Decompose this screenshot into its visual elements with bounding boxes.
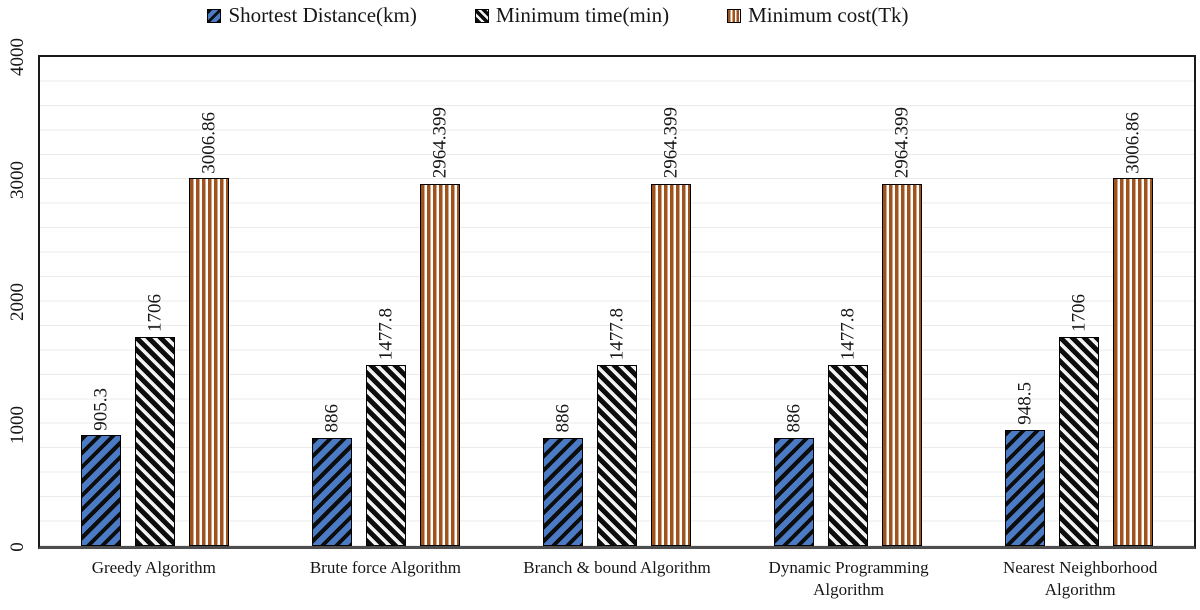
- x-axis-label: Greedy Algorithm: [38, 557, 270, 601]
- bar-value-label: 3006.86: [198, 111, 220, 174]
- x-axis-label: Dynamic Programming Algorithm: [733, 557, 965, 601]
- bar-group: 886 1477.8 2964.399: [271, 57, 502, 546]
- y-axis-tick-label: 4000: [7, 38, 28, 76]
- y-axis-tick-label: 3000: [7, 160, 28, 199]
- y-axis-tick-label: 2000: [7, 283, 28, 321]
- x-axis-label: Nearest Neighborhood Algorithm: [964, 557, 1196, 601]
- bar-group: 886 1477.8 2964.399: [502, 57, 733, 546]
- bar-value-label: 1706: [1068, 294, 1090, 333]
- bar-groups: 905.3 1706 3006.86 886 1477.8 2964.399 886 1477…: [40, 57, 1194, 546]
- x-axis-label-text: Nearest Neighborhood Algorithm: [1002, 558, 1158, 600]
- bar: 1477.8: [596, 308, 637, 546]
- bar: 948.5: [1004, 382, 1045, 546]
- vertical-pattern-swatch-icon: [727, 8, 742, 23]
- y-axis-tick-label: 0: [7, 542, 28, 552]
- bar: 2964.399: [420, 107, 461, 546]
- bar-group: 905.3 1706 3006.86: [40, 57, 271, 546]
- bar-value-label: 1477.8: [606, 308, 628, 361]
- bar: 905.3: [81, 388, 122, 546]
- y-axis-tick-label: 1000: [7, 405, 28, 444]
- bar-value-label: 886: [783, 404, 805, 433]
- x-axis-label-text: Greedy Algorithm: [91, 558, 216, 577]
- bar: 886: [312, 404, 353, 546]
- bar-value-label: 905.3: [90, 387, 112, 431]
- bar-value-label: 1706: [144, 294, 166, 333]
- legend-item: Minimum cost(Tk): [727, 3, 909, 28]
- bar: 2964.399: [881, 107, 922, 546]
- x-axis-label-text: Dynamic Programming Algorithm: [768, 558, 929, 600]
- x-axis-label: Branch & bound Algorithm: [501, 557, 733, 601]
- legend-label: Minimum cost(Tk): [748, 3, 909, 27]
- plot-area: 905.3 1706 3006.86 886 1477.8 2964.399 886 1477…: [38, 55, 1196, 549]
- x-axis-label-text: Brute force Algorithm: [309, 558, 461, 577]
- bar: 886: [542, 404, 583, 546]
- legend-item: Minimum time(min): [474, 3, 670, 28]
- bar-value-label: 1477.8: [375, 308, 397, 361]
- legend-label: Shortest Distance(km): [228, 3, 417, 27]
- bar-value-label: 2964.399: [429, 107, 451, 179]
- bar-value-label: 2964.399: [891, 107, 913, 179]
- bar-value-label: 1477.8: [837, 308, 859, 361]
- bar: 1477.8: [366, 308, 407, 546]
- bar: 1706: [135, 294, 176, 546]
- bar-group: 948.5 1706 3006.86: [963, 57, 1194, 546]
- bar: 3006.86: [1112, 112, 1153, 546]
- bar-value-label: 886: [552, 404, 574, 433]
- bar-group: 886 1477.8 2964.399: [732, 57, 963, 546]
- x-axis: Greedy Algorithm Brute force Algorithm Bra…: [38, 557, 1196, 601]
- bar-value-label: 948.5: [1014, 382, 1036, 426]
- legend-label: Minimum time(min): [495, 3, 670, 27]
- diagonal-down-pattern-swatch-icon: [207, 8, 222, 23]
- bar: 1477.8: [827, 308, 868, 546]
- legend-item: Shortest Distance(km): [207, 3, 417, 28]
- chart-legend: Shortest Distance(km) Minimum time(min) Mi…: [0, 3, 1158, 28]
- bar-value-label: 2964.399: [660, 107, 682, 179]
- bar: 3006.86: [189, 112, 230, 546]
- x-axis-label-text: Branch & bound Algorithm: [523, 558, 711, 577]
- bar: 886: [773, 404, 814, 546]
- bar: 1706: [1058, 294, 1099, 546]
- bar-value-label: 3006.86: [1122, 111, 1144, 174]
- bar-value-label: 886: [321, 404, 343, 433]
- bar: 2964.399: [650, 107, 691, 546]
- x-axis-label: Brute force Algorithm: [270, 557, 502, 601]
- diagonal-up-pattern-swatch-icon: [474, 8, 489, 23]
